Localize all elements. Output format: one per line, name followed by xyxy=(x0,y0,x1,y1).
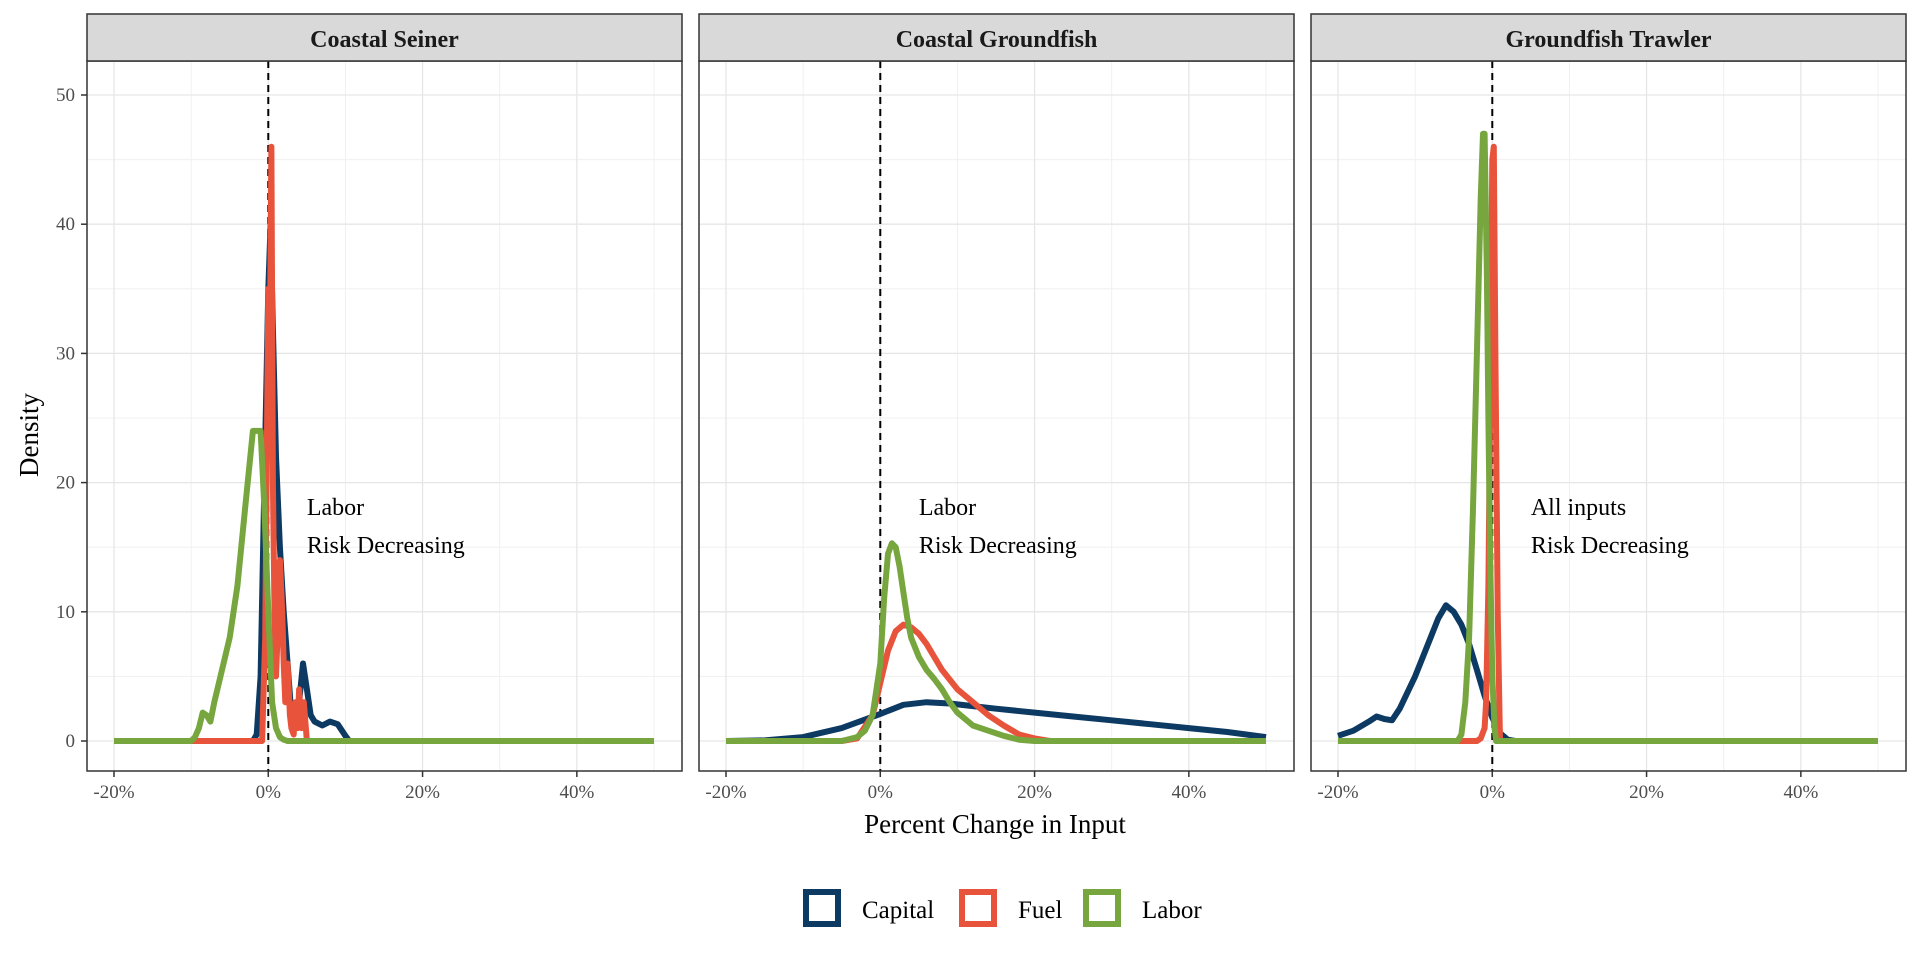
legend-swatch xyxy=(803,889,841,927)
legend-item-fuel: Fuel xyxy=(959,889,1063,927)
series-line-labor xyxy=(1338,130,1878,744)
legend-item-labor: Labor xyxy=(1083,889,1202,927)
panel-background xyxy=(87,61,682,771)
x-tick-label: 0% xyxy=(256,782,282,803)
y-tick-label: 50 xyxy=(56,85,75,106)
series-lines xyxy=(1337,130,1878,744)
y-axis-title: Density xyxy=(14,393,44,477)
panel-title: Coastal Groundfish xyxy=(896,27,1098,53)
legend-swatch xyxy=(1083,889,1121,927)
x-tick-label: 0% xyxy=(868,782,894,803)
panel-coastal-groundfish: Labor Risk Decreasing Coastal Groundfish -2… xyxy=(698,13,1295,803)
panel-coastal-seiner: Labor Risk Decreasing Coastal Seiner -20% 0%… xyxy=(86,13,683,803)
x-tick-label: 40% xyxy=(1783,782,1818,803)
series-lines xyxy=(114,143,654,744)
y-tick-label: 30 xyxy=(56,343,75,364)
annotation-line-1: Labor xyxy=(307,495,364,521)
legend-label: Fuel xyxy=(1018,897,1063,924)
series-line-labor xyxy=(726,540,1266,744)
panel-groundfish-trawler: All inputs Risk Decreasing Groundfish Traw… xyxy=(1310,13,1907,803)
strip-background xyxy=(698,13,1295,62)
legend-swatch xyxy=(959,889,997,927)
x-axis-title: Percent Change in Input xyxy=(864,809,1126,839)
legend-item-capital: Capital xyxy=(803,889,934,927)
x-tick-label: 20% xyxy=(405,782,440,803)
y-tick-label: 40 xyxy=(56,214,75,235)
x-axis: -20% 0% 20% 40% xyxy=(93,771,594,803)
panels-layer: Labor Risk Decreasing Coastal Seiner -20% 0%… xyxy=(86,13,1907,803)
y-axis: 0 10 20 30 40 50 xyxy=(56,85,87,752)
y-tick-label: 0 xyxy=(66,731,76,752)
panel-background xyxy=(1311,61,1906,771)
x-tick-label: 0% xyxy=(1480,782,1506,803)
annotation-line-2: Risk Decreasing xyxy=(307,533,465,559)
series-lines xyxy=(725,540,1267,744)
x-tick-label: -20% xyxy=(705,782,746,803)
x-tick-label: -20% xyxy=(93,782,134,803)
y-tick-label: 20 xyxy=(56,473,75,494)
legend-label: Capital xyxy=(862,897,934,924)
x-tick-label: 40% xyxy=(559,782,594,803)
x-axis: -20% 0% 20% 40% xyxy=(705,771,1206,803)
x-tick-label: -20% xyxy=(1317,782,1358,803)
x-axis: -20% 0% 20% 40% xyxy=(1317,771,1818,803)
x-tick-label: 40% xyxy=(1171,782,1206,803)
annotation-line-2: Risk Decreasing xyxy=(919,533,1077,559)
panel-title: Groundfish Trawler xyxy=(1505,27,1711,53)
legend: Capital Fuel Labor xyxy=(803,889,1202,927)
y-tick-label: 10 xyxy=(56,602,75,623)
gridlines xyxy=(1311,61,1906,771)
annotation-line-1: Labor xyxy=(919,495,976,521)
strip-background xyxy=(1310,13,1907,62)
panel-title: Coastal Seiner xyxy=(310,27,459,53)
annotation-line-1: All inputs xyxy=(1531,495,1626,521)
panel-background xyxy=(699,61,1294,771)
x-tick-label: 20% xyxy=(1629,782,1664,803)
strip-background xyxy=(86,13,683,62)
series-line-labor xyxy=(114,427,654,744)
legend-label: Labor xyxy=(1142,897,1202,924)
annotation-line-2: Risk Decreasing xyxy=(1531,533,1689,559)
x-tick-label: 20% xyxy=(1017,782,1052,803)
